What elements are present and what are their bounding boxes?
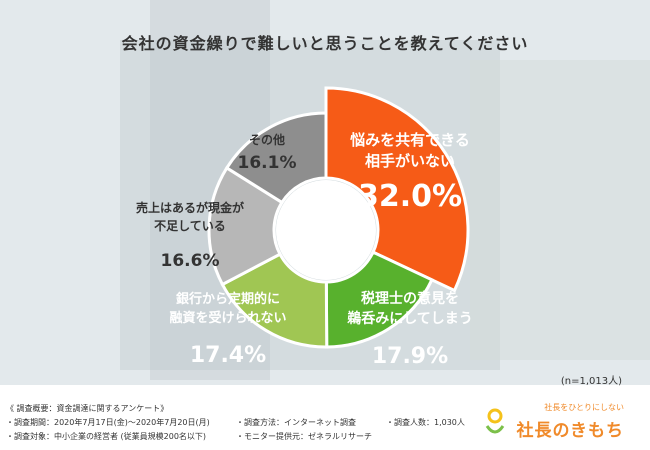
logo-tagline: 社長をひとりにしない [544, 403, 624, 412]
slice-label-1-0: 税理士の意見を [361, 290, 459, 307]
slice-label-2-1: 融資を受けられない [169, 310, 286, 326]
pie-slice-2 [220, 252, 329, 349]
pie-slice-1 [324, 250, 434, 349]
brand-logo: 社長をひとりにしない 社長のきもち [474, 400, 624, 444]
slice-label-0-1: 相手がいない [365, 152, 455, 170]
smile-icon [485, 408, 505, 434]
slice-value-3: 16.6% [161, 251, 220, 271]
survey-provider: ・モニター提供元：ゼネラルリサーチ [236, 432, 372, 441]
chart-title: 会社の資金繰りで難しいと思うことを教えてください [121, 34, 529, 53]
survey-target: ・調査対象：中小企業の経営者 (従業員規模200名以下) [6, 432, 207, 441]
slice-value-0: 32.0% [358, 179, 462, 214]
pie-slice-4 [224, 111, 328, 205]
slice-value-2: 17.4% [190, 343, 266, 368]
slice-label-3-1: 不足している [154, 219, 226, 233]
survey-summary: 《 調査概要：資金調達に関するアンケート》 ・調査期間：2020年7月17日(金… [6, 402, 476, 444]
logo-name: 社長のきもち [516, 421, 624, 441]
survey-method: ・調査方法：インターネット調査 [236, 418, 356, 427]
sample-size-note: (n=1,013人) [560, 376, 622, 387]
survey-count: ・調査人数：1,030人 [386, 418, 465, 427]
slice-label-4-0: その他 [249, 132, 285, 147]
pie-slice-0 [324, 86, 470, 293]
donut-hole [276, 180, 376, 280]
slice-label-1-1: 鵜呑みにしてしまう [346, 310, 473, 327]
slice-value-4: 16.1% [238, 153, 297, 173]
slice-label-3-0: 売上はあるが現金が [136, 200, 244, 215]
slice-label-2-0: 銀行から定期的に [176, 291, 280, 307]
slice-value-1: 17.9% [372, 344, 448, 369]
survey-heading: 《 調査概要：資金調達に関するアンケート》 [6, 404, 169, 413]
survey-period: ・調査期間：2020年7月17日(金)～2020年7月20日(月) [6, 418, 210, 427]
slice-label-0-0: 悩みを共有できる [349, 131, 470, 149]
